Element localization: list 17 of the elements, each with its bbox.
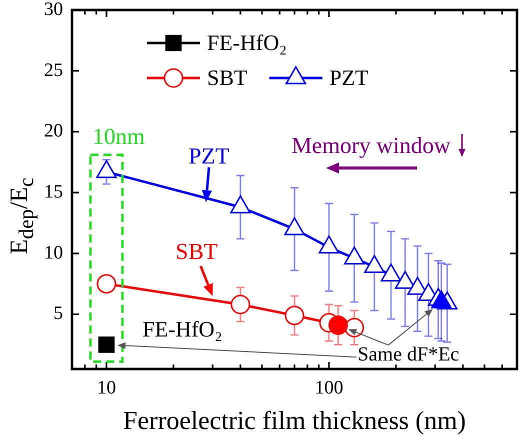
x-tick-label: 100	[314, 377, 344, 398]
y-tick-label: 20	[44, 120, 63, 142]
legend-label: SBT	[207, 64, 248, 90]
legend-label: FE-HfO₂	[207, 30, 287, 55]
annotation: Same dF*Ec	[358, 343, 460, 366]
y-tick-label: 10	[44, 242, 63, 264]
annotation: 10nm	[92, 124, 145, 149]
legend-label: PZT	[329, 64, 370, 90]
y-tick-label: 25	[44, 60, 63, 81]
y-tick-label: 5	[54, 303, 63, 324]
annotation: Memory window	[291, 133, 451, 158]
annotation: SBT	[176, 239, 218, 264]
y-tick-label: 15	[44, 182, 63, 203]
x-axis-title: Ferroelectric film thickness (nm)	[123, 406, 466, 436]
y-tick-label: 30	[44, 0, 63, 20]
annotation: FE-HfO₂	[142, 316, 222, 342]
annotation: PZT	[188, 143, 230, 168]
